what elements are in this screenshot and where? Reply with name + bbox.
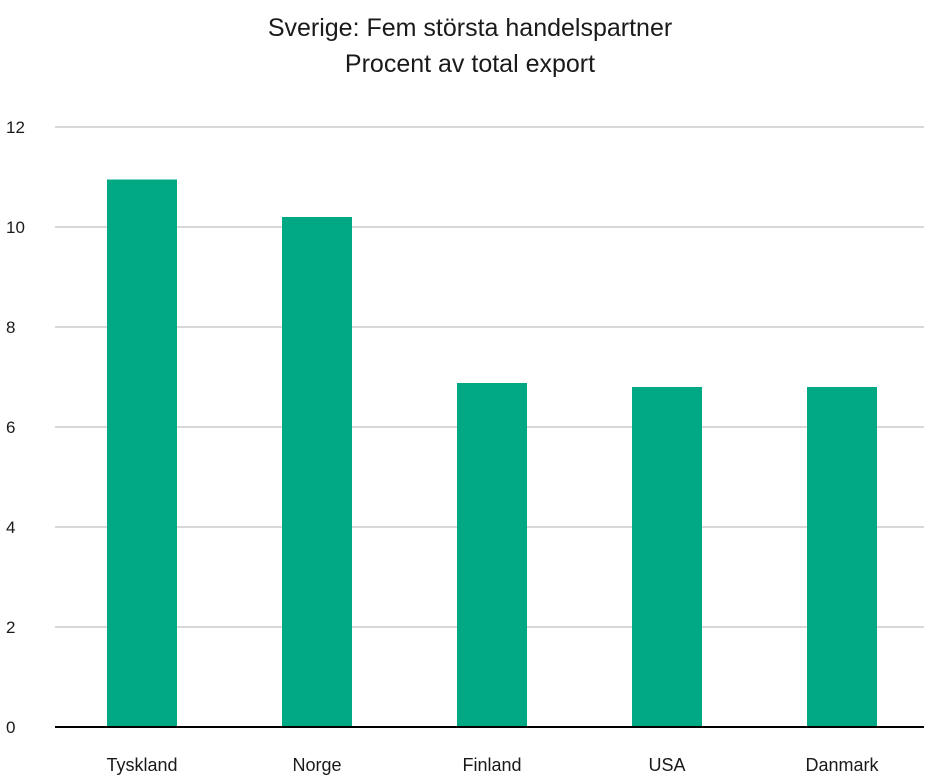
y-tick-label: 10 bbox=[6, 218, 25, 237]
y-tick-label: 2 bbox=[6, 618, 15, 637]
bar bbox=[457, 383, 527, 727]
chart-title-block: Sverige: Fem största handelspartner Proc… bbox=[0, 10, 940, 82]
y-tick-label: 6 bbox=[6, 418, 15, 437]
bar bbox=[107, 179, 177, 727]
x-tick-label: Finland bbox=[462, 755, 521, 775]
y-tick-label: 0 bbox=[6, 718, 15, 737]
x-tick-label: Danmark bbox=[805, 755, 879, 775]
y-tick-label: 12 bbox=[6, 118, 25, 137]
bars bbox=[107, 179, 877, 727]
y-axis-ticks: 0 2 4 6 8 10 12 bbox=[6, 118, 25, 737]
x-tick-label: Norge bbox=[292, 755, 341, 775]
x-tick-label: USA bbox=[648, 755, 685, 775]
x-tick-label: Tyskland bbox=[106, 755, 177, 775]
y-tick-label: 4 bbox=[6, 518, 15, 537]
chart-title: Sverige: Fem största handelspartner bbox=[267, 14, 673, 42]
bar bbox=[807, 387, 877, 727]
bar bbox=[282, 217, 352, 727]
chart-subtitle: Procent av total export bbox=[344, 50, 596, 78]
x-axis-ticks: Tyskland Norge Finland USA Danmark bbox=[106, 755, 879, 775]
y-tick-label: 8 bbox=[6, 318, 15, 337]
bar bbox=[632, 387, 702, 727]
